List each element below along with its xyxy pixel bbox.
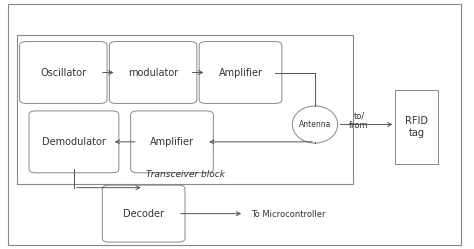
Text: Demodulator: Demodulator (42, 137, 106, 147)
Text: To Microcontroller: To Microcontroller (251, 210, 326, 219)
Text: Antenna: Antenna (299, 120, 331, 129)
Text: Decoder: Decoder (123, 209, 164, 219)
Text: RFID
tag: RFID tag (405, 116, 428, 138)
FancyBboxPatch shape (131, 111, 213, 173)
Text: Transceiver block: Transceiver block (146, 170, 225, 179)
FancyBboxPatch shape (102, 185, 185, 242)
Bar (395, 90, 438, 164)
FancyBboxPatch shape (19, 42, 107, 103)
FancyBboxPatch shape (199, 42, 282, 103)
Text: Oscillator: Oscillator (40, 67, 86, 77)
Text: Amplifier: Amplifier (219, 67, 263, 77)
Text: Amplifier: Amplifier (150, 137, 194, 147)
Text: to/
from: to/ from (349, 111, 369, 130)
FancyBboxPatch shape (109, 42, 197, 103)
Ellipse shape (292, 106, 337, 143)
FancyBboxPatch shape (29, 111, 119, 173)
Text: modulator: modulator (128, 67, 178, 77)
